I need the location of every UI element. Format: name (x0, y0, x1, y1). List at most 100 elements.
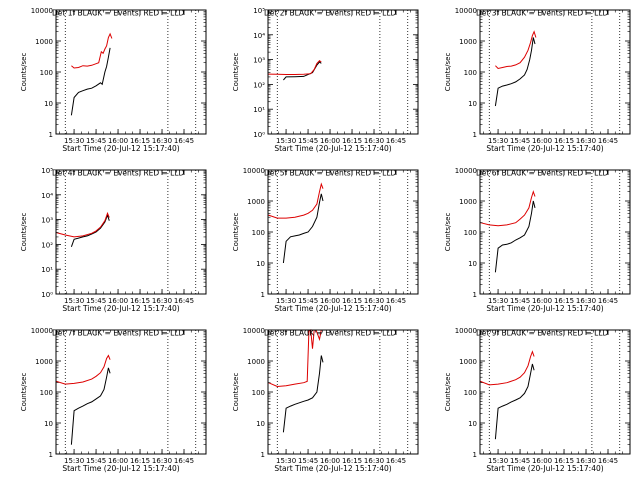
y-tick-label: 10⁰ (253, 131, 265, 139)
y-tick-label: 10² (41, 241, 53, 249)
y-tick-label: 10000 (455, 7, 477, 15)
x-tick-label: 15:45 (510, 297, 530, 305)
x-tick-label: 16:45 (174, 137, 194, 145)
x-axis-label: Start Time (20-Jul-12 15:17:40) (274, 464, 391, 473)
y-tick-label: 1000 (247, 198, 265, 206)
x-tick-label: 16:00 (320, 457, 340, 465)
y-tick-label: 10 (468, 260, 477, 268)
y-tick-label: 10⁰ (41, 291, 53, 299)
x-tick-label: 16:30 (152, 457, 172, 465)
y-axis-label: Counts/sec (20, 373, 28, 412)
plot-frame (55, 9, 207, 135)
series-line-events (494, 200, 536, 273)
y-tick-label: 1000 (459, 198, 477, 206)
x-tick-label: 16:30 (576, 457, 596, 465)
x-tick-label: 15:30 (64, 457, 84, 465)
series-line-events (282, 193, 324, 264)
x-tick-label: 15:30 (276, 137, 296, 145)
y-tick-label: 1000 (459, 38, 477, 46)
y-tick-label: 1 (473, 451, 477, 459)
series-line-lld (480, 190, 536, 227)
y-tick-label: 1 (49, 451, 53, 459)
y-axis-label: Counts/sec (232, 213, 240, 252)
plot-frame (479, 169, 631, 295)
y-tick-label: 1000 (459, 358, 477, 366)
x-tick-label: 16:45 (174, 297, 194, 305)
series-line-events (494, 363, 535, 440)
y-axis-label: Counts/sec (444, 53, 452, 92)
x-tick-label: 16:00 (108, 297, 128, 305)
y-axis-label: Counts/sec (232, 53, 240, 92)
x-axis-label: Start Time (20-Jul-12 15:17:40) (274, 304, 391, 313)
series-line-events (494, 37, 536, 107)
y-tick-label: 100 (464, 69, 477, 77)
y-axis-label: Counts/sec (20, 53, 28, 92)
y-tick-label: 10000 (455, 167, 477, 175)
x-axis-label: Start Time (20-Jul-12 15:17:40) (486, 304, 603, 313)
plot-frame (267, 9, 419, 135)
y-tick-label: 1 (261, 291, 265, 299)
x-tick-label: 16:30 (576, 137, 596, 145)
y-tick-label: 1000 (35, 358, 53, 366)
y-axis-label: Counts/sec (444, 213, 452, 252)
y-tick-label: 10 (468, 100, 477, 108)
x-tick-label: 16:30 (364, 457, 384, 465)
plot-frame (479, 9, 631, 135)
x-tick-label: 16:30 (576, 297, 596, 305)
series-line-events (70, 367, 111, 445)
y-axis-label: Counts/sec (232, 373, 240, 412)
y-tick-label: 1 (49, 131, 53, 139)
y-tick-label: 10⁴ (253, 32, 265, 40)
series-line-events (283, 61, 322, 81)
x-axis-label: Start Time (20-Jul-12 15:17:40) (274, 144, 391, 153)
x-axis-label: Start Time (20-Jul-12 15:17:40) (62, 304, 179, 313)
x-tick-label: 16:45 (598, 457, 618, 465)
plot-frame (267, 329, 419, 455)
x-tick-label: 16:30 (152, 297, 172, 305)
chart-title: Det 3f BLACK = Events, RED = LLD (476, 9, 609, 18)
series-line-lld (56, 211, 110, 238)
chart-panel-9: 1 10 100 1000 10000 15:30 15:45 16:00 16:15 16:30… (444, 327, 631, 473)
chart-title: Det 6f BLACK = Events, RED = LLD (476, 169, 609, 178)
series-line-lld (71, 32, 113, 69)
chart-panel-1: 1 10 100 1000 10000 15:30 15:45 16:00 16:15 16:30… (20, 7, 207, 153)
y-tick-label: 10⁴ (41, 192, 53, 200)
series-line-events (70, 47, 111, 116)
x-tick-label: 15:45 (510, 137, 530, 145)
plot-frame (267, 169, 419, 295)
series-line-lld (56, 354, 111, 385)
y-tick-label: 100 (252, 389, 265, 397)
x-tick-label: 16:15 (342, 457, 362, 465)
chart-title: Det 1f BLACK = Events, RED = LLD (52, 9, 185, 18)
y-tick-label: 10000 (243, 167, 265, 175)
y-tick-label: 10000 (31, 327, 53, 335)
chart-title: Det 7f BLACK = Events, RED = LLD (52, 329, 185, 338)
x-tick-label: 15:30 (64, 137, 84, 145)
x-tick-label: 15:30 (488, 137, 508, 145)
chart-panel-5: 1 10 100 1000 10000 15:30 15:45 16:00 16:15 16:30… (232, 167, 419, 313)
x-tick-label: 16:15 (554, 297, 574, 305)
x-tick-label: 15:30 (64, 297, 84, 305)
chart-panel-6: 1 10 100 1000 10000 15:30 15:45 16:00 16:15 16:30… (444, 167, 631, 313)
x-tick-label: 16:00 (532, 297, 552, 305)
x-tick-label: 16:15 (130, 297, 150, 305)
x-tick-label: 16:00 (532, 457, 552, 465)
x-tick-label: 16:45 (598, 297, 618, 305)
y-tick-label: 10 (256, 420, 265, 428)
y-tick-label: 1000 (247, 358, 265, 366)
x-tick-label: 16:00 (108, 137, 128, 145)
y-tick-label: 10⁵ (41, 167, 53, 175)
x-tick-label: 16:15 (342, 137, 362, 145)
x-tick-label: 15:45 (298, 297, 318, 305)
y-tick-label: 100 (464, 229, 477, 237)
y-tick-label: 1 (473, 291, 477, 299)
x-tick-label: 15:45 (298, 457, 318, 465)
x-tick-label: 15:45 (86, 457, 106, 465)
y-axis-label: Counts/sec (444, 373, 452, 412)
y-tick-label: 100 (252, 229, 265, 237)
y-tick-label: 10000 (243, 327, 265, 335)
plot-frame (479, 329, 631, 455)
y-tick-label: 100 (40, 69, 53, 77)
y-tick-label: 10 (256, 260, 265, 268)
